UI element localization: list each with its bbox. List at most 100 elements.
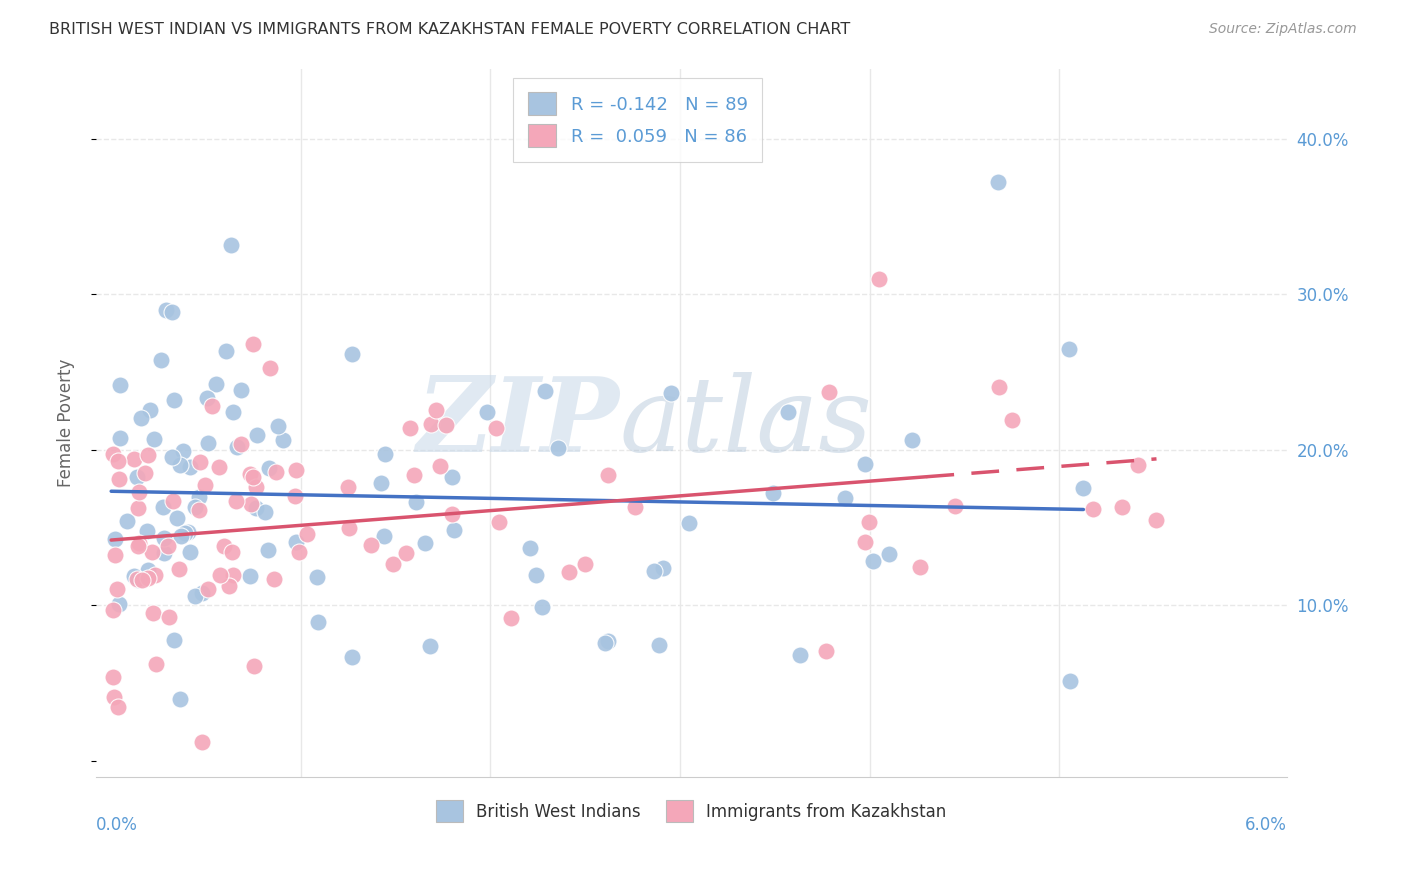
Point	[534, 384, 557, 398]
Point	[124, 452, 146, 467]
Text: Source: ZipAtlas.com: Source: ZipAtlas.com	[1209, 22, 1357, 37]
Point	[420, 417, 443, 432]
Point	[195, 391, 218, 405]
Point	[1111, 500, 1133, 514]
Point	[574, 557, 596, 571]
Legend: British West Indians, Immigrants from Kazakhstan: British West Indians, Immigrants from Ka…	[430, 794, 953, 829]
Point	[170, 529, 193, 543]
Point	[593, 636, 616, 650]
Point	[218, 579, 240, 593]
Point	[404, 467, 426, 482]
Point	[531, 599, 554, 614]
Point	[184, 589, 207, 603]
Point	[101, 447, 124, 461]
Point	[128, 536, 150, 550]
Point	[429, 458, 451, 473]
Point	[194, 478, 217, 492]
Point	[127, 539, 149, 553]
Point	[419, 639, 441, 653]
Point	[153, 532, 176, 546]
Point	[179, 545, 201, 559]
Point	[167, 561, 190, 575]
Point	[127, 500, 149, 515]
Point	[138, 571, 160, 585]
Point	[177, 525, 200, 540]
Point	[1083, 502, 1105, 516]
Point	[267, 419, 290, 434]
Point	[257, 543, 280, 558]
Point	[834, 491, 856, 505]
Point	[988, 380, 1011, 394]
Point	[172, 443, 194, 458]
Point	[103, 690, 125, 704]
Point	[197, 582, 219, 596]
Point	[108, 597, 131, 611]
Point	[643, 564, 665, 578]
Point	[399, 421, 422, 435]
Point	[155, 303, 177, 318]
Point	[519, 541, 541, 555]
Point	[284, 489, 307, 503]
Point	[108, 377, 131, 392]
Point	[818, 385, 841, 400]
Point	[240, 497, 263, 511]
Point	[443, 523, 465, 537]
Point	[285, 535, 308, 549]
Point	[273, 433, 295, 447]
Point	[648, 638, 671, 652]
Point	[127, 470, 149, 484]
Point	[162, 393, 184, 408]
Point	[257, 461, 280, 475]
Point	[169, 458, 191, 472]
Point	[242, 470, 264, 484]
Text: 6.0%: 6.0%	[1244, 815, 1286, 833]
Point	[127, 574, 149, 588]
Point	[107, 700, 129, 714]
Point	[246, 428, 269, 442]
Point	[157, 540, 180, 554]
Point	[107, 472, 129, 486]
Point	[197, 436, 219, 450]
Point	[160, 304, 183, 318]
Point	[598, 467, 620, 482]
Point	[143, 432, 166, 446]
Point	[225, 493, 247, 508]
Point	[374, 447, 396, 461]
Point	[1001, 413, 1024, 427]
Point	[222, 405, 245, 419]
Text: 0.0%: 0.0%	[96, 815, 138, 833]
Point	[245, 501, 267, 516]
Point	[214, 343, 236, 358]
Point	[160, 450, 183, 464]
Point	[190, 586, 212, 600]
Point	[231, 437, 253, 451]
Point	[259, 360, 281, 375]
Point	[184, 500, 207, 515]
Point	[229, 383, 252, 397]
Point	[129, 411, 152, 425]
Point	[434, 417, 457, 432]
Point	[179, 460, 201, 475]
Point	[789, 648, 811, 662]
Text: ZIP: ZIP	[416, 372, 620, 474]
Point	[337, 521, 360, 535]
Point	[209, 567, 232, 582]
Point	[136, 563, 159, 577]
Point	[117, 514, 139, 528]
Point	[134, 467, 156, 481]
Point	[499, 611, 522, 625]
Point	[188, 502, 211, 516]
Point	[153, 546, 176, 560]
Point	[201, 399, 224, 413]
Point	[297, 527, 319, 541]
Point	[242, 659, 264, 673]
Point	[204, 376, 226, 391]
Point	[239, 569, 262, 583]
Point	[131, 573, 153, 587]
Point	[162, 493, 184, 508]
Point	[855, 457, 877, 471]
Point	[122, 569, 145, 583]
Point	[141, 545, 163, 559]
Point	[441, 470, 464, 484]
Point	[108, 431, 131, 445]
